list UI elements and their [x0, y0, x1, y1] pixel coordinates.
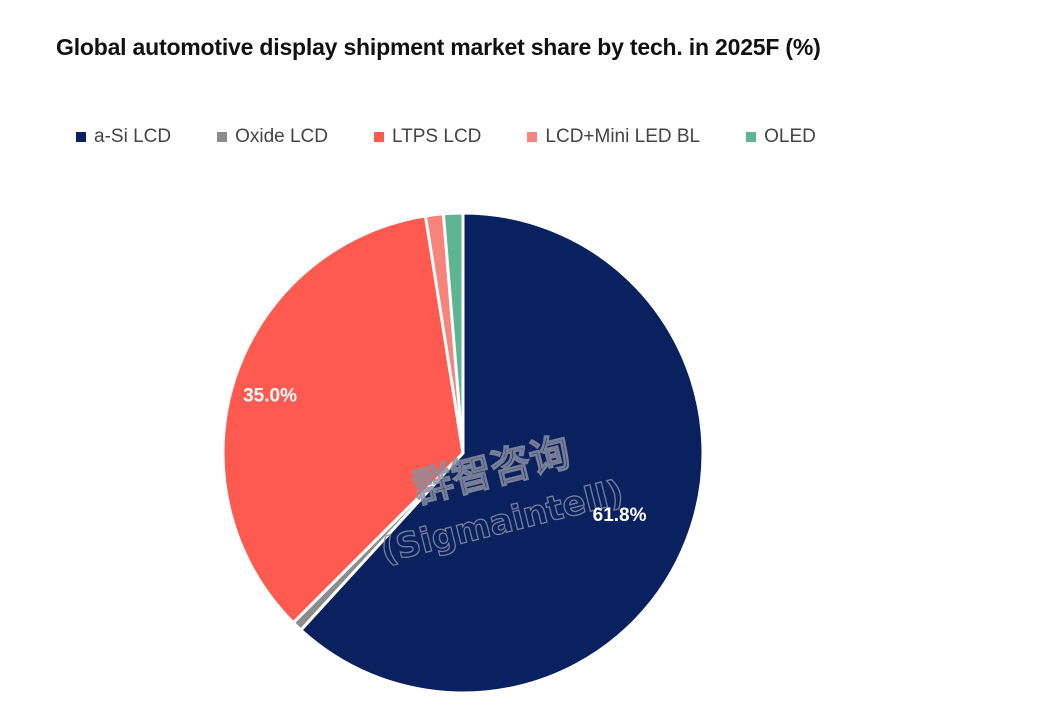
- legend-label-oled: OLED: [764, 126, 816, 147]
- chart-title: Global automotive display shipment marke…: [56, 34, 821, 60]
- data-label-ltps-lcd: 35.0%: [243, 386, 297, 407]
- legend-swatch-ltps-lcd: [374, 132, 384, 142]
- legend-item-oled: OLED: [746, 126, 816, 148]
- pie-slices: [221, 211, 705, 695]
- pie-slice-ltps-lcd: [221, 214, 465, 625]
- legend-item-oxide-lcd: Oxide LCD: [217, 126, 328, 148]
- data-label-a-si-lcd: 61.8%: [593, 505, 647, 526]
- data-labels: 61.8% 35.0%: [243, 386, 647, 526]
- legend-swatch-oxide-lcd: [217, 132, 228, 142]
- legend-swatch-a-si-lcd: [76, 132, 86, 142]
- legend-label-ltps-lcd: LTPS LCD: [392, 126, 482, 147]
- legend-swatch-oled: [746, 132, 757, 142]
- legend-swatch-mini-led: [527, 132, 538, 142]
- legend-label-a-si-lcd: a-Si LCD: [94, 126, 172, 147]
- chart-legend: a-Si LCD Oxide LCD LTPS LCD LCD+Mini LED…: [76, 126, 862, 148]
- legend-label-oxide-lcd: Oxide LCD: [235, 126, 328, 147]
- pie-slice-oled: [441, 211, 465, 455]
- legend-item-ltps-lcd: LTPS LCD: [374, 126, 481, 148]
- legend-item-mini-led: LCD+Mini LED BL: [527, 126, 700, 148]
- legend-label-mini-led: LCD+Mini LED BL: [545, 126, 701, 147]
- pie-slice-a-si-lcd: [299, 211, 705, 695]
- legend-item-a-si-lcd: a-Si LCD: [76, 126, 171, 148]
